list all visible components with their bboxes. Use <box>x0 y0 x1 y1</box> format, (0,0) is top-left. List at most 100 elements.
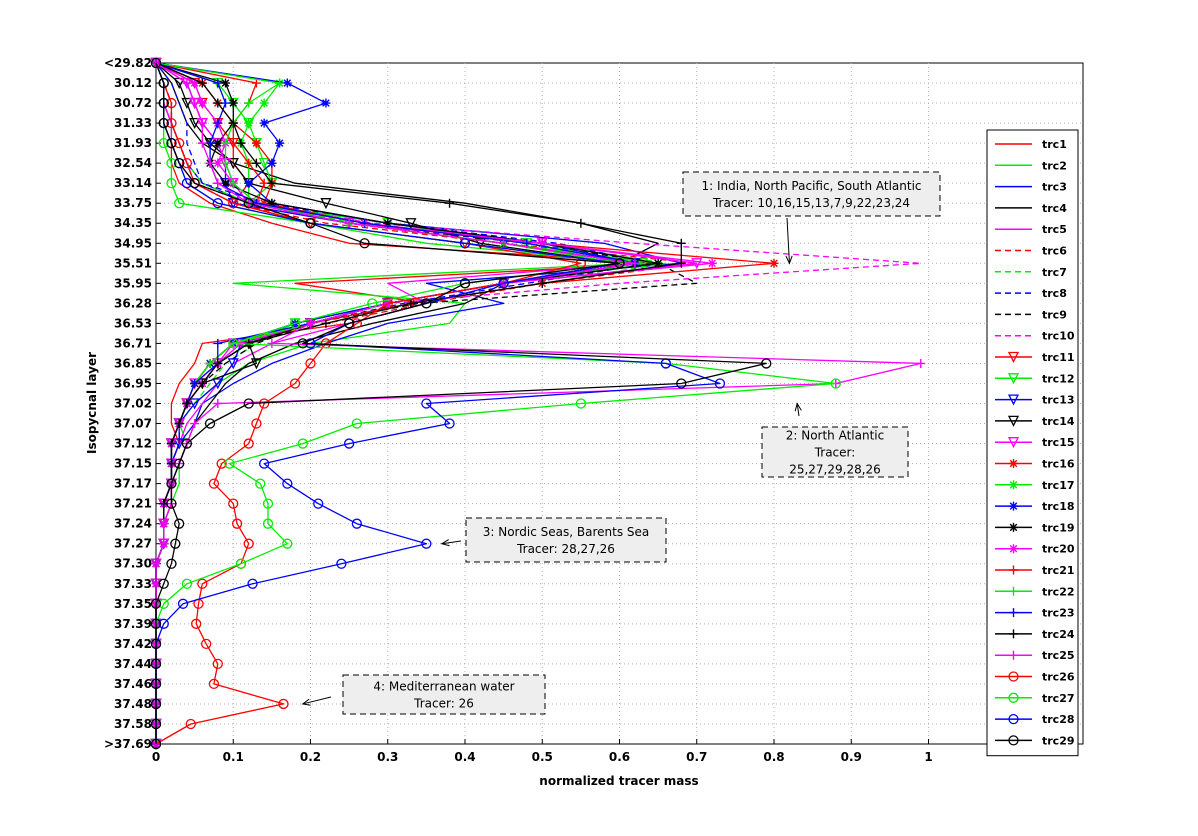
data-point-trc27 <box>575 398 587 409</box>
legend-marker-trc20 <box>1009 544 1018 554</box>
annotation-4-text: Tracer: 26 <box>413 697 474 711</box>
data-point-trc28 <box>247 578 258 589</box>
legend-label-trc8: trc8 <box>1042 287 1067 300</box>
data-point-trc27 <box>262 518 274 529</box>
y-tick-label: 34.35 <box>114 216 152 230</box>
legend-marker-trc17 <box>1009 480 1018 490</box>
legend-entry-trc12: trc12 <box>995 372 1075 385</box>
data-point-trc29 <box>150 698 162 710</box>
data-point-trc26 <box>278 698 289 710</box>
data-point-trc14 <box>474 238 487 250</box>
x-tick-label: 0.4 <box>454 750 475 764</box>
data-point-trc18 <box>244 178 254 188</box>
legend-marker-trc24 <box>1009 629 1018 639</box>
data-point-trc26 <box>212 658 223 670</box>
y-tick-label: 30.72 <box>114 96 152 110</box>
data-point-trc24 <box>213 358 223 368</box>
data-point-trc28 <box>313 498 324 509</box>
legend-label-trc17: trc17 <box>1042 479 1075 492</box>
legend-entry-trc26: trc26 <box>995 671 1075 684</box>
data-point-trc25 <box>159 539 169 549</box>
y-tick-label: 37.44 <box>114 657 152 671</box>
y-tick-label: 35.51 <box>114 256 152 270</box>
data-point-trc19 <box>221 178 231 188</box>
annotation-1-text: Tracer: 10,16,15,13,7,9,22,23,24 <box>712 196 910 210</box>
y-tick-label: 31.33 <box>114 116 152 130</box>
annotation-1-arrow <box>786 217 790 264</box>
data-point-trc25 <box>190 98 200 108</box>
data-point-trc18 <box>321 98 331 108</box>
data-point-trc26 <box>216 458 227 469</box>
data-point-trc13 <box>173 438 185 450</box>
legend-label-trc20: trc20 <box>1042 543 1075 556</box>
data-point-trc29 <box>150 738 162 750</box>
data-point-trc29 <box>243 398 254 409</box>
data-point-trc19 <box>213 138 223 148</box>
annotation-3-box <box>465 517 667 563</box>
data-point-trc16 <box>769 258 779 268</box>
legend-label-trc22: trc22 <box>1042 585 1075 598</box>
legend-entry-trc25: trc25 <box>995 649 1075 662</box>
annotation-4-text: 4: Mediterranean water <box>373 680 514 694</box>
legend-marker-trc28 <box>1008 713 1019 725</box>
x-axis-ticks: 0 0.1 0.2 0.3 0.4 0.5 0.6 0.7 0.8 0.9 1 <box>152 739 933 764</box>
data-point-trc26 <box>185 718 196 730</box>
data-point-trc14 <box>227 157 239 170</box>
data-point-trc24 <box>251 158 261 168</box>
legend-entry-trc28: trc28 <box>995 713 1075 726</box>
data-point-trc24 <box>197 378 207 388</box>
legend-entry-trc5: trc5 <box>995 223 1067 236</box>
data-point-trc20 <box>197 98 207 108</box>
data-point-trc27 <box>297 438 308 449</box>
legend-label-trc21: trc21 <box>1042 564 1075 577</box>
y-tick-label: 32.54 <box>114 156 152 170</box>
y-tick-label: 37.58 <box>114 717 152 731</box>
data-point-trc25 <box>630 258 640 268</box>
data-point-trc21 <box>259 178 269 188</box>
legend-label-trc28: trc28 <box>1042 713 1075 726</box>
data-point-trc24 <box>228 118 238 128</box>
annotation-1-arrowhead <box>785 255 793 265</box>
data-point-trc26 <box>191 618 202 629</box>
data-point-trc29 <box>297 338 308 349</box>
data-point-trc29 <box>170 538 181 549</box>
y-tick-label: 36.71 <box>114 336 152 350</box>
data-point-trc25 <box>267 338 277 348</box>
legend-marker-trc18 <box>1009 501 1018 511</box>
data-point-trc29 <box>158 117 169 129</box>
data-point-trc26 <box>201 638 212 650</box>
series-line-trc28 <box>155 62 721 744</box>
legend-label-trc11: trc11 <box>1042 351 1075 364</box>
legend-marker-trc25 <box>1009 650 1018 660</box>
y-tick-label: 33.14 <box>114 176 152 190</box>
data-point-trc29 <box>150 718 162 730</box>
data-point-trc26 <box>251 418 262 429</box>
data-point-trc28 <box>459 238 471 249</box>
data-point-trc26 <box>181 157 193 169</box>
y-tick-label: 36.53 <box>114 316 152 330</box>
data-point-trc28 <box>336 558 347 569</box>
y-tick-label: 35.95 <box>114 276 152 290</box>
data-point-trc29 <box>174 458 185 469</box>
data-point-trc26 <box>351 318 363 329</box>
data-point-trc12 <box>637 258 649 270</box>
data-point-trc26 <box>228 198 239 209</box>
legend-label-trc23: trc23 <box>1042 607 1075 620</box>
data-point-trc25 <box>213 399 223 408</box>
data-point-trc27 <box>262 498 274 509</box>
data-point-trc18 <box>259 118 269 128</box>
data-point-trc29 <box>174 518 185 529</box>
y-tick-label: 37.42 <box>114 637 152 651</box>
data-point-trc26 <box>208 678 220 690</box>
annotation-2-text: 25,27,29,28,26 <box>789 463 881 477</box>
series-line-trc26 <box>155 62 582 745</box>
y-tick-label: 36.85 <box>114 356 152 370</box>
data-point-trc28 <box>343 438 355 449</box>
legend-marker-trc21 <box>1009 565 1018 575</box>
x-tick-label: 0.8 <box>763 750 784 764</box>
data-point-trc22 <box>205 358 215 368</box>
legend-entry-trc17: trc17 <box>995 479 1075 492</box>
data-point-trc26 <box>208 478 220 489</box>
y-axis-ticks: >37.69 37.58 37.48 37.46 37.44 37.42 37.39 37.3… <box>104 56 161 751</box>
